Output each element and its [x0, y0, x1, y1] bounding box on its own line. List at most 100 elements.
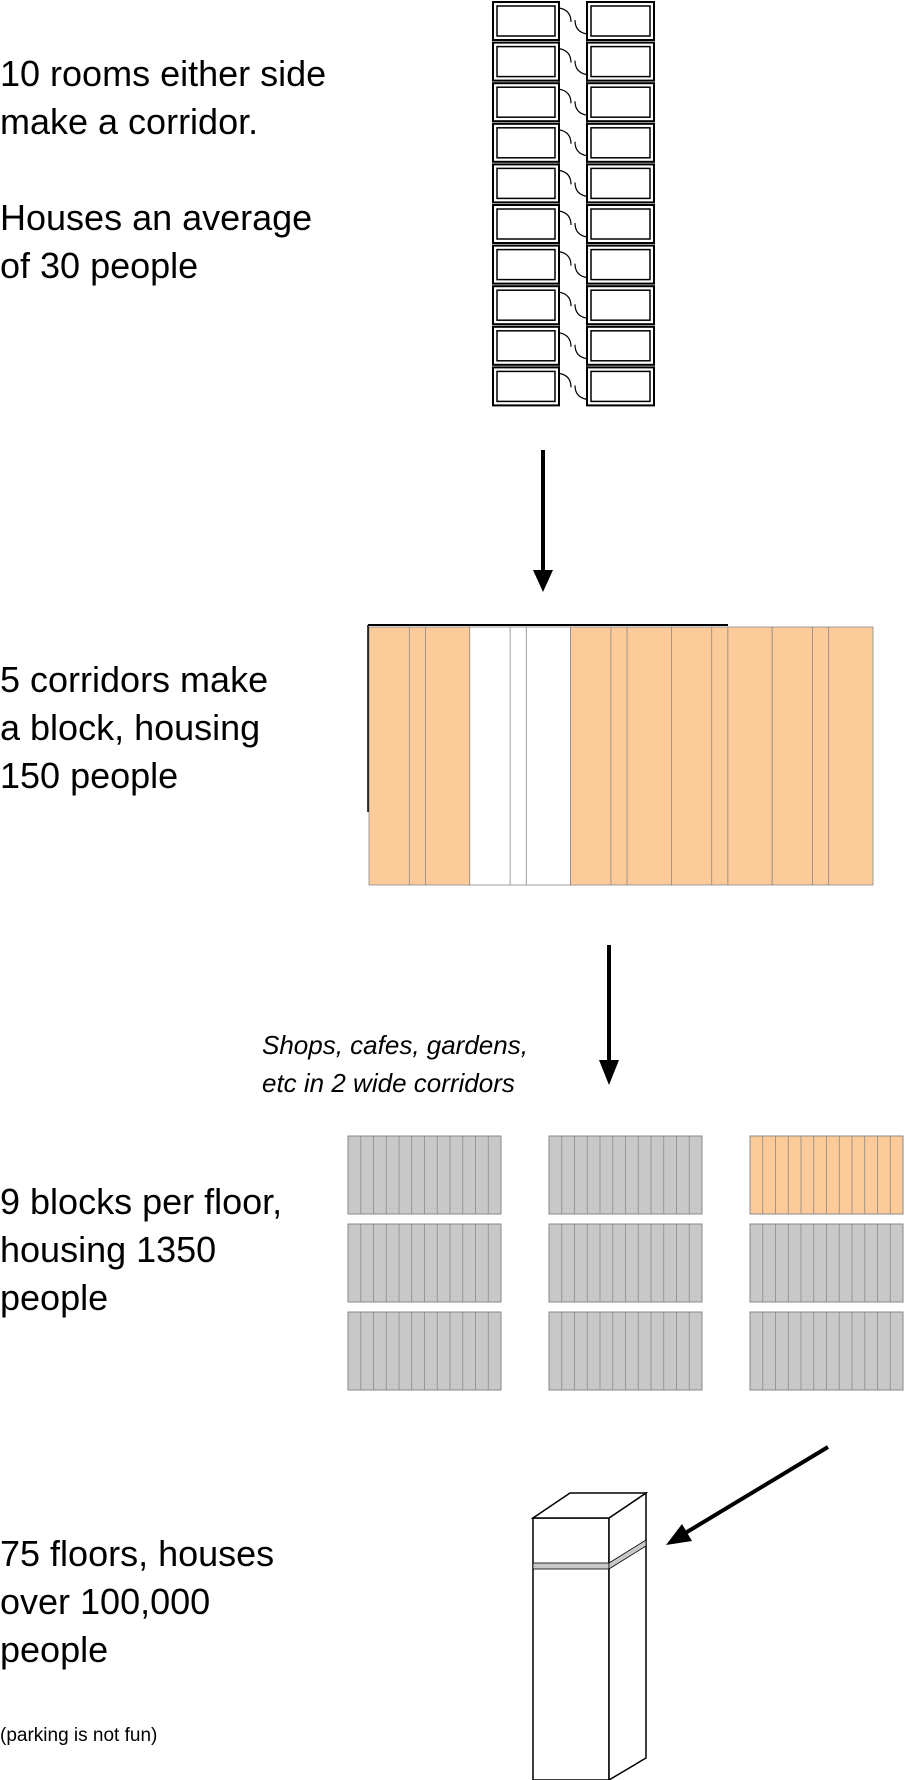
- door-swing-icon: [558, 129, 572, 144]
- room-right: [586, 41, 655, 82]
- text-line: 9 blocks per floor,: [0, 1181, 283, 1222]
- room-right-inner: [590, 45, 651, 78]
- room-left: [492, 163, 560, 204]
- room-right-inner: [590, 167, 651, 200]
- room-right-inner: [590, 86, 651, 118]
- text-line: 75 floors, houses: [0, 1533, 275, 1574]
- room-left-inner: [496, 45, 556, 78]
- text-line: 10 rooms either side: [0, 53, 327, 94]
- room-left: [492, 244, 560, 285]
- room-left: [492, 122, 560, 163]
- door-swing-icon: [558, 7, 572, 23]
- shops-note: Shops, cafes, gardens, etc in 2 wide cor…: [262, 1026, 528, 1102]
- room-left-inner: [496, 5, 556, 37]
- door-swing-icon: [558, 251, 572, 266]
- door-swing-icon: [558, 210, 572, 226]
- room-right-inner: [590, 370, 651, 403]
- room-right-inner: [590, 127, 651, 159]
- text-line: Shops, cafes, gardens,: [262, 1030, 528, 1060]
- door-swing-icon: [574, 222, 588, 238]
- text-line: a block, housing: [0, 707, 261, 748]
- room-right: [586, 1, 655, 41]
- room-left-inner: [496, 208, 556, 240]
- corridor-strip: [771, 626, 874, 886]
- step-corridor-text: 10 rooms either side make a corridor.: [0, 50, 326, 146]
- text-line: Houses an average: [0, 197, 313, 238]
- room-right: [586, 325, 655, 366]
- corridor-strip: [570, 626, 672, 886]
- room-right-inner: [590, 330, 651, 362]
- corridor-strip: [671, 626, 773, 886]
- room-left-inner: [496, 370, 556, 403]
- tower-drawing: [530, 1491, 649, 1780]
- door-swing-icon: [574, 101, 588, 116]
- door-swing-icon: [558, 372, 572, 388]
- corridor-strip: [469, 626, 571, 886]
- arrowhead-icon: [533, 570, 553, 592]
- room-left-inner: [496, 248, 556, 281]
- door-swing-icon: [558, 169, 572, 185]
- text-line: etc in 2 wide corridors: [262, 1068, 515, 1098]
- room-left: [492, 204, 560, 244]
- room-left-inner: [496, 167, 556, 200]
- text-line: 150 people: [0, 755, 179, 796]
- tower-floor-band: [532, 1562, 610, 1570]
- room-right: [586, 285, 655, 326]
- room-right: [586, 366, 655, 407]
- room-left: [492, 41, 560, 82]
- door-swing-icon: [574, 141, 588, 157]
- arrow-diagonal-icon: [680, 1445, 830, 1537]
- door-swing-icon: [574, 19, 588, 35]
- door-swing-icon: [574, 344, 588, 360]
- room-left: [492, 285, 560, 326]
- door-swing-icon: [558, 332, 572, 347]
- room-left-inner: [496, 86, 556, 118]
- room-right-inner: [590, 208, 651, 240]
- corridor-plan: [492, 1, 655, 407]
- door-swing-icon: [558, 48, 572, 63]
- door-swing-icon: [574, 304, 588, 319]
- text-line: people: [0, 1629, 109, 1670]
- room-left: [492, 82, 560, 123]
- step-floor-text: 9 blocks per floor, housing 1350 people: [0, 1178, 282, 1322]
- room-right: [586, 163, 655, 204]
- room-right-inner: [590, 248, 651, 281]
- text-line: housing 1350: [0, 1229, 217, 1270]
- text-line: over 100,000: [0, 1581, 211, 1622]
- step-block-text: 5 corridors make a block, housing 150 pe…: [0, 656, 268, 800]
- room-right-inner: [590, 289, 651, 321]
- room-left-inner: [496, 289, 556, 321]
- tower-side-face: [608, 1491, 647, 1780]
- door-swing-icon: [574, 263, 588, 279]
- door-swing-icon: [574, 385, 588, 400]
- step-tower-text: 75 floors, houses over 100,000 people: [0, 1530, 274, 1674]
- room-right: [586, 122, 655, 163]
- room-right: [586, 244, 655, 285]
- door-swing-icon: [574, 182, 588, 197]
- parking-note: (parking is not fun): [0, 1725, 158, 1746]
- door-swing-icon: [574, 60, 588, 76]
- room-left-inner: [496, 127, 556, 159]
- room-left: [492, 1, 560, 41]
- room-left: [492, 325, 560, 366]
- corridor-strip: [368, 626, 471, 886]
- room-left: [492, 366, 560, 407]
- arrowhead-icon: [599, 1060, 619, 1085]
- tower-floor-band-side: [608, 1539, 647, 1570]
- arrowhead-icon: [666, 1524, 692, 1545]
- text-line: of 30 people: [0, 245, 199, 286]
- door-swing-icon: [558, 88, 572, 104]
- door-swing-icon: [558, 291, 572, 307]
- room-right: [586, 82, 655, 123]
- block-plan: [367, 624, 874, 886]
- text-line: make a corridor.: [0, 101, 259, 142]
- step-occupancy-text: Houses an average of 30 people: [0, 194, 312, 290]
- tower-top-face: [530, 1492, 649, 1519]
- room-left-inner: [496, 330, 556, 362]
- text-line: 5 corridors make: [0, 659, 269, 700]
- text-line: people: [0, 1277, 109, 1318]
- room-right-inner: [590, 5, 651, 37]
- tower-front-face: [532, 1517, 610, 1780]
- room-right: [586, 204, 655, 244]
